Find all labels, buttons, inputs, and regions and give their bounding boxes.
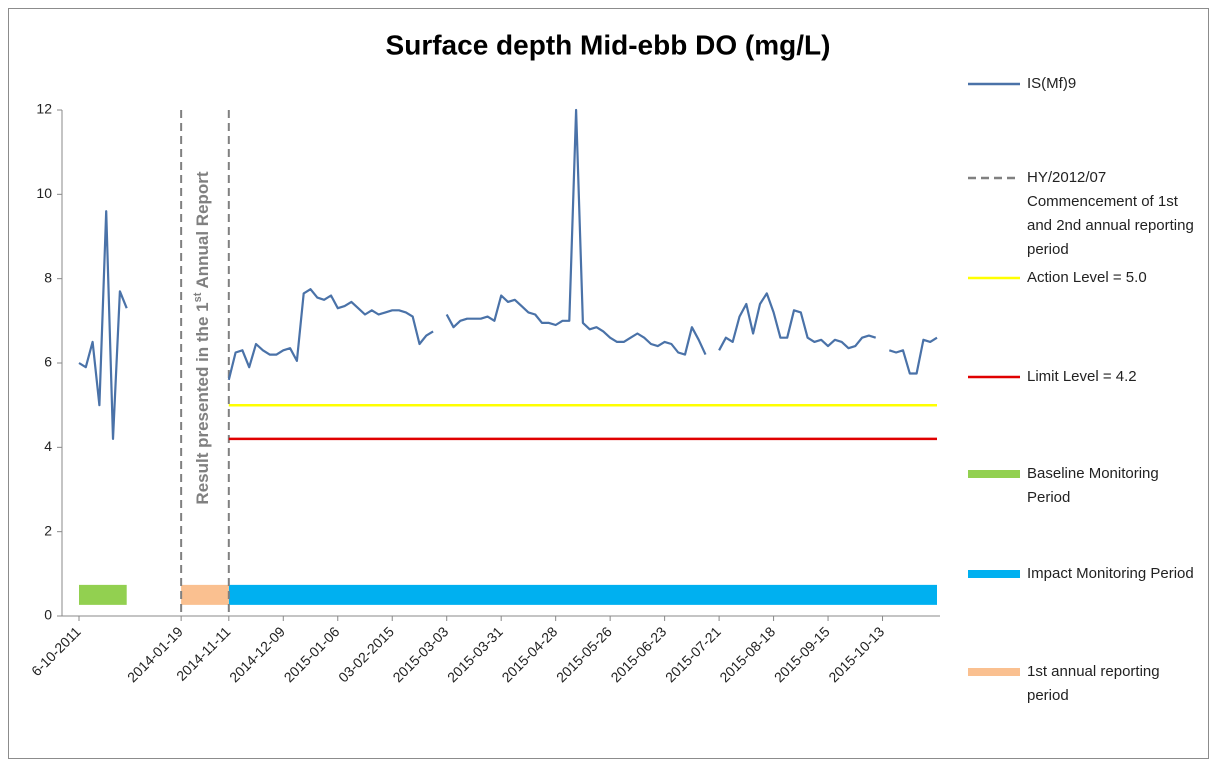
y-tick-label: 10	[36, 185, 52, 201]
legend-label: 1st annual reporting period	[1027, 663, 1160, 704]
annotation-part: st	[192, 292, 204, 302]
legend-label: Impact Monitoring Period	[1027, 565, 1194, 582]
annotation: Result presented in the 1st Annual Repor…	[192, 171, 213, 504]
chart-frame	[8, 8, 1209, 759]
y-tick-label: 12	[36, 101, 52, 117]
y-tick-label: 4	[44, 438, 52, 454]
chart-title: Surface depth Mid-ebb DO (mg/L)	[386, 29, 831, 60]
y-tick-label: 2	[44, 522, 52, 538]
legend-label: Baseline Monitoring Period	[1027, 465, 1159, 506]
annotation-part: Result presented in the 1	[193, 302, 212, 504]
legend-label: HY/2012/07 Commencement of 1st and 2nd a…	[1027, 169, 1194, 258]
legend-label: IS(Mf)9	[1027, 75, 1077, 92]
y-tick-label: 0	[44, 607, 52, 623]
annotation-part: Annual Report	[193, 171, 212, 293]
y-tick-label: 8	[44, 269, 52, 285]
legend-label: Limit Level = 4.2	[1027, 368, 1137, 385]
data-line	[78, 108, 938, 440]
y-tick-label: 6	[44, 354, 52, 370]
legend-label: Action Level = 5.0	[1027, 269, 1147, 286]
